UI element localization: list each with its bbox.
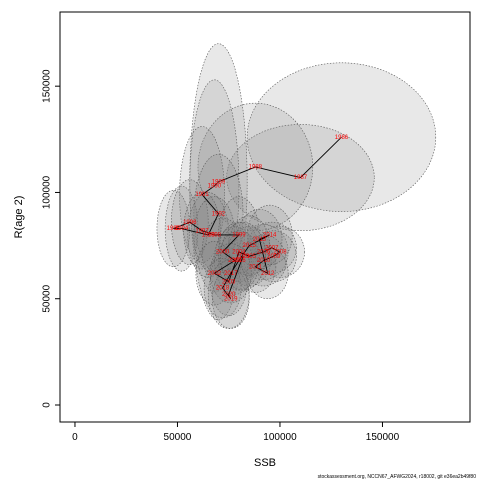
year-label: 2002 [208, 271, 222, 277]
year-label: 1994 [175, 226, 189, 232]
year-label: 2014 [263, 233, 277, 239]
year-label: 2012 [261, 271, 275, 277]
year-label: 2019 [224, 296, 238, 302]
year-label: 1996 [183, 220, 197, 226]
year-label: 1987 [294, 175, 308, 181]
year-label: 2018 [216, 286, 230, 292]
year-label: 1993 [202, 233, 216, 239]
year-label: 2015 [243, 243, 257, 249]
footnote: stockassessment.org, NCCN67_AFWG2024, r1… [318, 474, 477, 480]
year-label: 2001 [228, 258, 242, 264]
year-label: 1988 [249, 165, 263, 171]
year-label: 1990 [208, 184, 222, 190]
year-label: 2011 [249, 264, 263, 270]
year-label: 1998 [208, 233, 222, 239]
x-tick-label: 0 [72, 432, 78, 443]
y-tick-label: 100000 [42, 175, 53, 209]
year-label: 1989 [212, 179, 226, 185]
year-label: 2006 [257, 250, 271, 256]
y-tick-label: 150000 [42, 69, 53, 103]
year-label: 1997 [195, 228, 209, 234]
year-label: 2003 [222, 279, 236, 285]
year-label: 2010 [257, 258, 271, 264]
year-label: 2017 [224, 271, 238, 277]
year-label: 1991 [195, 192, 209, 198]
year-label: 2004 [232, 250, 246, 256]
x-axis-label: SSB [254, 457, 276, 469]
year-label: 1999 [232, 233, 246, 239]
trajectory-line [173, 136, 342, 299]
year-label: 2016 [232, 258, 246, 264]
year-label: 2007 [265, 245, 279, 251]
year-label: 1992 [212, 211, 226, 217]
y-tick-label: 50000 [42, 284, 53, 312]
x-tick-label: 100000 [263, 432, 297, 443]
year-label: 2009 [267, 254, 281, 260]
year-label: 1995 [167, 226, 181, 232]
year-label: 2021 [236, 254, 250, 260]
plot-frame [59, 11, 471, 423]
year-label: 2020 [222, 292, 236, 298]
year-label: 2008 [273, 250, 287, 256]
year-label: 2013 [253, 237, 267, 243]
y-tick-label: 0 [42, 402, 53, 408]
x-tick-label: 150000 [366, 432, 400, 443]
year-label: 1986 [335, 135, 349, 141]
x-tick-label: 50000 [164, 432, 192, 443]
year-label: 2000 [216, 250, 230, 256]
year-label: 2005 [243, 254, 257, 260]
y-axis-label: R(age 2) [13, 196, 25, 239]
